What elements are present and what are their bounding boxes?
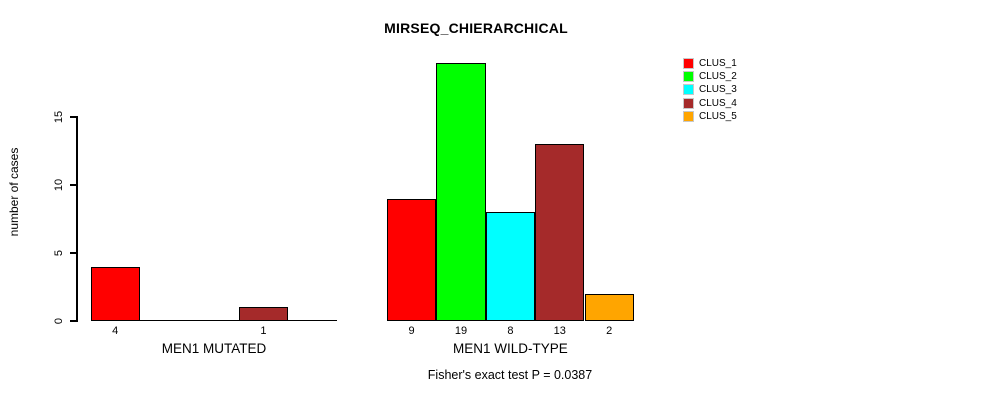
bar-clus_4-1 [535, 144, 585, 321]
bar-value-label: 1 [260, 325, 267, 337]
legend-label: CLUS_1 [699, 58, 737, 70]
bar-clus_3-0 [189, 319, 239, 321]
bar-clus_5-0 [288, 319, 338, 321]
bar-clus_4-0 [238, 307, 289, 321]
bar-value-label: 13 [553, 325, 566, 337]
y-axis-line [76, 116, 78, 322]
legend-item-clus_3: CLUS_3 [683, 83, 737, 96]
legend: CLUS_1 CLUS_2 CLUS_3 CLUS_4 CLUS_5 [683, 57, 737, 123]
y-tick-mark [70, 252, 76, 254]
bar-clus_1-1 [386, 198, 437, 321]
fisher-test-annotation: Fisher's exact test P = 0.0387 [427, 368, 593, 382]
chart-title: MIRSEQ_CHIERARCHICAL [384, 20, 568, 36]
y-tick-label: 5 [53, 249, 65, 257]
group-label-men1-mutated: MEN1 MUTATED [161, 341, 267, 356]
legend-swatch [683, 58, 694, 70]
y-tick-label: 0 [53, 317, 65, 325]
bar-value-label: 4 [112, 325, 119, 337]
y-axis-label: number of cases [7, 147, 21, 237]
legend-swatch [683, 97, 694, 109]
legend-swatch [683, 71, 694, 83]
group-label-men1-wild-type: MEN1 WILD-TYPE [453, 341, 568, 356]
y-tick-label: 15 [53, 110, 65, 124]
legend-item-clus_1: CLUS_1 [683, 57, 737, 70]
bar-clus_5-1 [584, 293, 634, 321]
y-tick-label: 10 [53, 178, 65, 192]
legend-item-clus_2: CLUS_2 [683, 70, 737, 83]
bar-clus_2-0 [139, 319, 190, 321]
legend-item-clus_4: CLUS_4 [683, 97, 737, 110]
legend-swatch [683, 84, 694, 96]
y-tick-mark [70, 320, 76, 322]
legend-swatch [683, 110, 694, 122]
legend-label: CLUS_3 [699, 84, 737, 96]
bar-clus_1-0 [90, 266, 140, 321]
bar-value-label: 2 [606, 325, 613, 337]
y-tick-mark [70, 184, 76, 186]
legend-label: CLUS_4 [699, 97, 737, 109]
legend-label: CLUS_5 [699, 110, 737, 122]
bar-clus_3-1 [485, 212, 536, 321]
legend-item-clus_5: CLUS_5 [683, 110, 737, 123]
bar-value-label: 9 [408, 325, 415, 337]
legend-label: CLUS_2 [699, 71, 737, 83]
bar-value-label: 19 [454, 325, 468, 337]
bar-value-label: 8 [507, 325, 514, 337]
bar-clus_2-1 [436, 62, 486, 321]
y-tick-mark [70, 116, 76, 118]
